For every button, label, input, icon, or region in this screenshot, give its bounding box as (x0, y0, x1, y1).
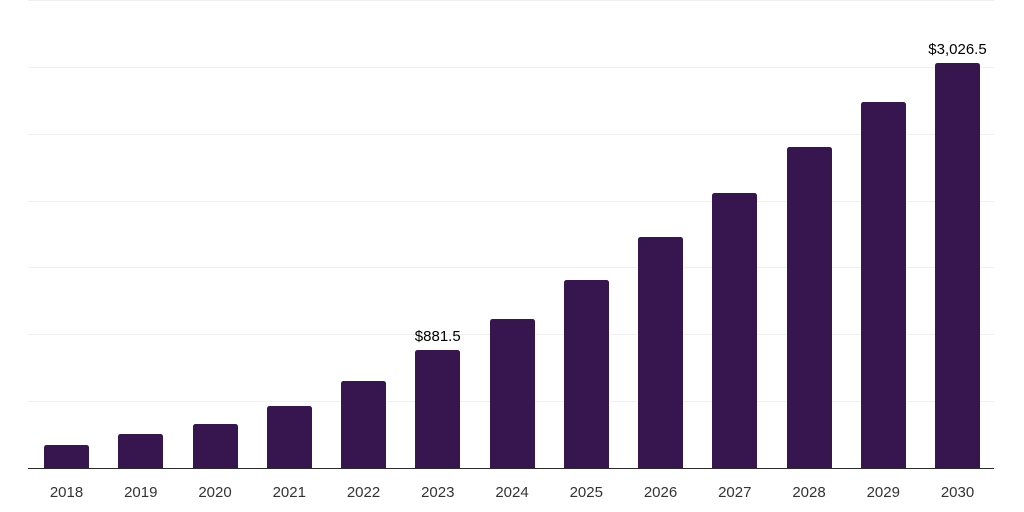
data-label-2023: $881.5 (414, 328, 461, 346)
x-axis-label-2019: 2019 (124, 484, 158, 501)
bar-2027[interactable] (712, 192, 758, 468)
gridline-1500 (28, 267, 994, 269)
x-axis-label-2021: 2021 (272, 484, 306, 501)
x-axis-line (28, 467, 994, 469)
x-axis-label-2028: 2028 (792, 484, 826, 501)
bar-2030[interactable] (935, 63, 980, 468)
x-axis-label-2018: 2018 (49, 484, 84, 501)
plot-area: $881.5 $3,026.5 (28, 0, 994, 469)
x-axis-label-2025: 2025 (569, 484, 603, 501)
data-label-2030: $3,026.5 (928, 41, 987, 59)
x-axis-label-2030: 2030 (940, 484, 975, 501)
bar-2021[interactable] (266, 405, 312, 468)
x-axis-label-2029: 2029 (866, 484, 900, 501)
bar-2028[interactable] (786, 147, 832, 468)
bar-2023[interactable] (415, 350, 461, 468)
x-axis-label-2020: 2020 (198, 484, 232, 501)
bar-2020[interactable] (192, 423, 238, 468)
gridline-2500 (28, 133, 994, 135)
bar-2022[interactable] (341, 381, 386, 468)
x-axis-label-2024: 2024 (495, 484, 529, 501)
bar-2025[interactable] (563, 280, 609, 468)
x-axis-label-2027: 2027 (718, 484, 752, 501)
x-axis-label-2023: 2023 (421, 484, 455, 501)
bar-2029[interactable] (860, 102, 906, 468)
gridline-3000 (28, 66, 994, 68)
bar-2019[interactable] (118, 433, 164, 468)
gridline-3500 (28, 0, 994, 1)
x-axis-label-2022: 2022 (346, 484, 381, 501)
bar-2026[interactable] (638, 237, 683, 468)
bar-2024[interactable] (489, 318, 535, 468)
gridline-2000 (28, 200, 994, 202)
bar-2018[interactable] (44, 445, 89, 468)
x-axis-label-2026: 2026 (643, 484, 678, 501)
